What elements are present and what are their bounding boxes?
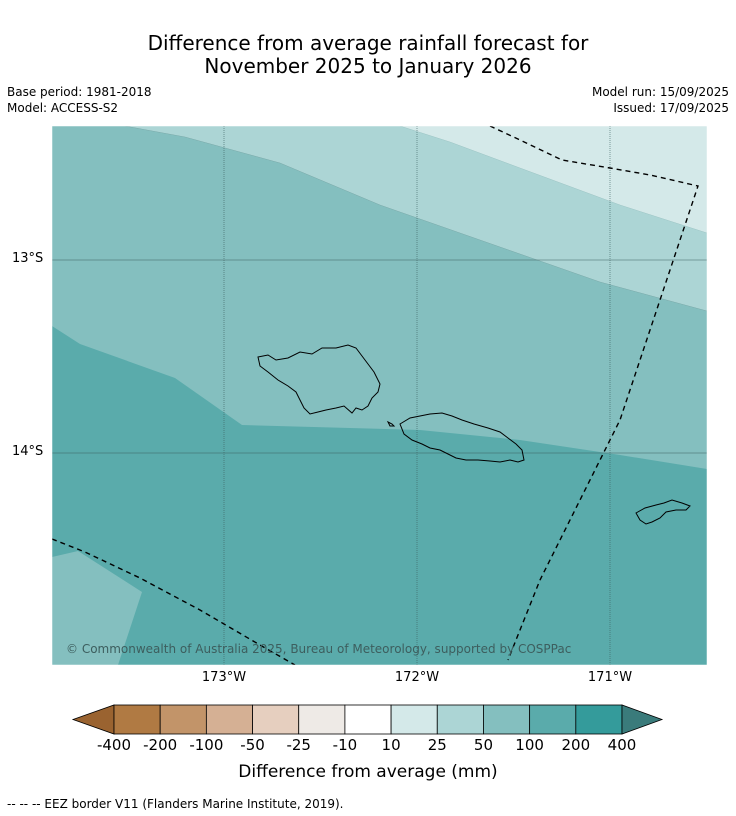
colorbar-tick-label: 100 [515, 736, 544, 754]
colorbar-tick-label: 400 [607, 736, 637, 754]
colorbar-cell [575, 704, 623, 735]
lon-label-173w: 173°W [201, 670, 247, 685]
colorbar-tick-label: 25 [427, 736, 447, 754]
issued-label: Issued: 17/09/2025 [613, 101, 729, 115]
lat-label-13s: 13°S [12, 251, 44, 266]
colorbar-tick-label: -100 [189, 736, 224, 754]
colorbar-cell [436, 704, 484, 735]
colorbar-cell [159, 704, 207, 735]
model-run-label: Model run: 15/09/2025 [591, 85, 729, 99]
colorbar-cell [483, 704, 531, 735]
colorbar-tick-label: -25 [286, 736, 311, 754]
region-10-25 [400, 126, 707, 233]
island-manono [386, 420, 396, 427]
title-line-2: November 2025 to January 2026 [204, 54, 532, 78]
colorbar-tick-label: 200 [561, 736, 591, 754]
copyright-note: © Commonwealth of Australia 2025, Bureau… [66, 642, 572, 656]
colorbar-cell [252, 704, 300, 735]
title-line-1: Difference from average rainfall forecas… [147, 31, 589, 55]
colorbar-tick-label: 10 [381, 736, 401, 754]
colorbar-title: Difference from average (mm) [238, 762, 498, 782]
colorbar-cell [205, 704, 253, 735]
eez-border-legend: -- -- -- EEZ border V11 (Flanders Marine… [7, 797, 344, 811]
colorbar-extend-low [71, 704, 115, 735]
lon-label-171w: 171°W [587, 670, 633, 685]
base-period-label: Base period: 1981-2018 [7, 85, 152, 99]
lon-label-172w: 172°W [394, 670, 440, 685]
island-savaii [257, 344, 381, 415]
colorbar-tick-label: -50 [240, 736, 265, 754]
lat-label-14s: 14°S [12, 444, 44, 459]
islands [257, 344, 691, 525]
colorbar-tick-label: -200 [143, 736, 178, 754]
island-tutuila [635, 499, 691, 525]
model-label: Model: ACCESS-S2 [7, 101, 119, 115]
colorbar-tick-label: 50 [473, 736, 493, 754]
island-upolu [399, 412, 525, 463]
colorbar-cell [113, 704, 161, 735]
colorbar-extend-high [621, 704, 664, 735]
colorbar-cell [390, 704, 438, 735]
colorbar-tick-label: -400 [96, 736, 132, 754]
colorbar-cell [298, 704, 346, 735]
colorbar-cell [344, 704, 392, 735]
region-50-100-patch [52, 551, 142, 665]
colorbar-tick-label: -10 [332, 736, 358, 754]
colorbar-cell [529, 704, 577, 735]
eez-border [52, 126, 699, 665]
region-100-200 [52, 326, 707, 665]
